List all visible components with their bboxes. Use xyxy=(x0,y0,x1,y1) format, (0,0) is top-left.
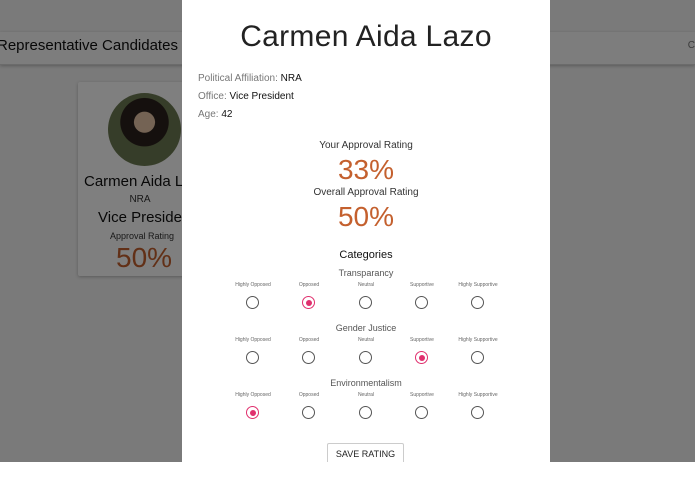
affiliation-label: Political Affiliation: xyxy=(198,73,281,84)
office-value: Vice President xyxy=(229,91,294,102)
rating-radio-highly-supportive[interactable] xyxy=(471,296,484,309)
age-label: Age: xyxy=(198,109,222,120)
scale-label: Neutral xyxy=(357,337,375,343)
age-value: 42 xyxy=(221,109,233,120)
rating-radio-highly-opposed[interactable] xyxy=(246,351,259,364)
rating-radio-neutral[interactable] xyxy=(359,351,372,364)
categories-heading: Categories xyxy=(339,249,393,261)
scale-label: Highly Opposed xyxy=(235,392,271,398)
scale-label: Neutral xyxy=(357,282,375,288)
rating-scale-labels: Highly Opposed Opposed Neutral Supportive Hi… xyxy=(182,392,550,402)
office-label: Office: xyxy=(198,91,230,102)
scale-label: Opposed xyxy=(298,392,320,398)
rating-radio-neutral[interactable] xyxy=(359,296,372,309)
scale-label: Highly Opposed xyxy=(235,282,271,288)
age-row: Age: 42 xyxy=(198,109,232,120)
scale-label: Supportive xyxy=(410,337,434,343)
save-rating-button[interactable]: SAVE RATING xyxy=(327,443,404,462)
scale-label: Highly Opposed xyxy=(235,337,271,343)
your-rating-label: Your Approval Rating xyxy=(319,140,413,151)
scale-label: Supportive xyxy=(410,282,434,288)
modal-candidate-name: Carmen Aida Lazo xyxy=(240,20,492,53)
rating-scale-labels: Highly Opposed Opposed Neutral Supportive Hi… xyxy=(182,337,550,347)
rating-radio-opposed[interactable] xyxy=(302,296,315,309)
candidate-modal: Carmen Aida Lazo Political Affiliation: … xyxy=(182,0,550,462)
office-row: Office: Vice President xyxy=(198,91,294,102)
scale-label: Highly Supportive xyxy=(458,282,498,288)
category-title: Environmentalism xyxy=(330,378,402,388)
affiliation-value: NRA xyxy=(280,73,302,84)
rating-radio-highly-supportive[interactable] xyxy=(471,406,484,419)
rating-radio-highly-opposed[interactable] xyxy=(246,406,259,419)
rating-radio-highly-opposed[interactable] xyxy=(246,296,259,309)
category-title: Gender Justice xyxy=(335,323,397,333)
rating-radio-supportive[interactable] xyxy=(415,296,428,309)
scale-label: Highly Supportive xyxy=(458,392,498,398)
your-rating-value: 33% xyxy=(337,154,395,185)
scale-label: Supportive xyxy=(410,392,434,398)
scale-label: Opposed xyxy=(298,337,320,343)
scale-label: Highly Supportive xyxy=(458,337,498,343)
rating-radio-opposed[interactable] xyxy=(302,351,315,364)
rating-radio-highly-supportive[interactable] xyxy=(471,351,484,364)
rating-radio-supportive[interactable] xyxy=(415,406,428,419)
scale-label: Opposed xyxy=(298,282,320,288)
rating-radio-supportive[interactable] xyxy=(415,351,428,364)
overall-rating-label: Overall Approval Rating xyxy=(313,187,419,198)
rating-radio-opposed[interactable] xyxy=(302,406,315,419)
rating-radio-neutral[interactable] xyxy=(359,406,372,419)
category-title: Transparancy xyxy=(338,268,394,278)
rating-scale-labels: Highly Opposed Opposed Neutral Supportive Hi… xyxy=(182,282,550,292)
overall-rating-value: 50% xyxy=(337,201,395,232)
scale-label: Neutral xyxy=(357,392,375,398)
affiliation-row: Political Affiliation: NRA xyxy=(198,73,302,84)
